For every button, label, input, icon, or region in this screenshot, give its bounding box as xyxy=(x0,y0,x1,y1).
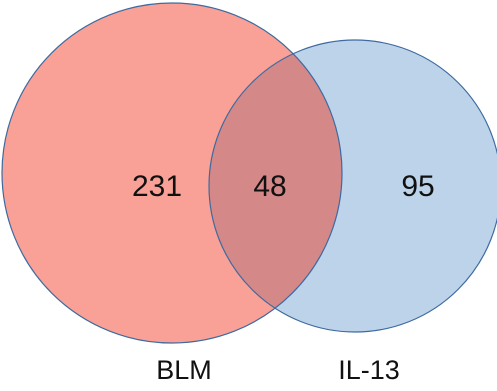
overlap-count: 48 xyxy=(253,170,286,203)
blm-set-label: BLM xyxy=(156,355,212,385)
blm-only-count: 231 xyxy=(132,170,182,203)
il13-set-label: IL-13 xyxy=(338,355,400,385)
il13-only-count: 95 xyxy=(401,170,434,203)
